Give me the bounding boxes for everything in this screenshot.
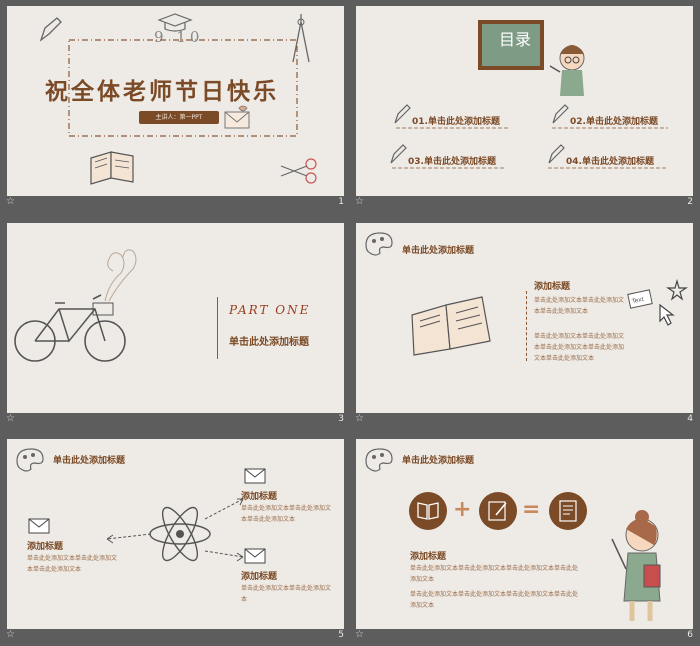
toc-item-1[interactable]: 01.单击此处添加标题 [412,117,500,127]
pencil-icon [39,17,62,42]
slide-3[interactable]: PART ONE 单击此处添加标题 [7,223,344,413]
part-label: PART ONE [229,303,311,317]
document-circle-icon [549,492,587,530]
divider-line [526,291,528,361]
body-text-2: 单击此处添加文本单击此处添加文本单击此处添加文本单击此处添加文本单击此处添加文本 [534,333,625,362]
equals-icon: = [522,497,541,522]
slide-number: 4 [687,414,693,424]
cursor-icon [659,303,675,326]
item-title: 添加标题 [410,552,447,562]
star-doodle-icon [666,279,688,301]
pencil-circle-icon [479,492,517,530]
bicycle-icon [14,249,137,362]
slide-header: 单击此处添加标题 [402,246,475,256]
right-item-1-text: 单击此处添加文本单击此处添加文本单击此处添加文本 [241,505,332,523]
dashed-arrows [106,498,244,562]
section-subtitle: 单击此处添加标题 [229,337,309,348]
envelope-icon [28,518,50,534]
slide-header: 单击此处添加标题 [53,456,126,466]
star-icon: ☆ [6,196,15,207]
open-book-icon [411,296,491,356]
star-icon: ☆ [355,196,364,207]
plus-icon: + [453,497,472,522]
item-title: 添加标题 [534,282,571,292]
sticky-note-icon [627,289,653,309]
palette-icon [16,448,44,472]
body-text-1: 单击此处添加文本单击此处添加文本单击此处添加文本 [534,297,625,315]
main-title: 祝全体老师节日快乐 [45,79,279,105]
pencil-icon [390,144,407,164]
palette-icon [365,448,393,472]
slide-1[interactable]: 9 10 祝全体老师节日快乐 主讲人：第一PPT [7,6,344,196]
divider-line [217,297,218,359]
star-icon: ☆ [6,629,15,640]
presenter-badge: 主讲人：第一PPT [139,111,219,124]
envelope-icon [244,548,266,564]
slide-number: 3 [338,414,344,424]
book-circle-icon [409,492,447,530]
toc-item-3[interactable]: 03.单击此处添加标题 [408,157,496,167]
pencil-icon [548,144,565,164]
slide-number: 1 [338,197,344,207]
pencil-icon [552,104,569,124]
slide-4[interactable]: 单击此处添加标题 添加标题 单击此处添加文本单击此处添加文本单击此处添加文本 单… [356,223,693,413]
numbers-doodle: 9 10 [154,28,204,46]
chalkboard-icon [478,20,544,70]
teacher-girl-icon [611,510,661,621]
slide-number: 2 [687,197,693,207]
toc-item-4[interactable]: 04.单击此处添加标题 [566,157,654,167]
body-text-2: 单击此处添加文本单击此处添加文本单击此处添加文本单击此处添加文本 [410,591,579,609]
left-item-title: 添加标题 [27,542,64,552]
slide-2[interactable]: 目录 01.单击此处添加标题 02.单击此处添加标题 03.单击此处添加标题 0… [356,6,693,196]
palette-icon [365,232,393,256]
teacher-icon [549,45,585,96]
book-icon [90,151,134,185]
graduation-cap-icon [157,13,193,32]
scissors-icon [280,158,317,184]
envelope-icon [224,105,250,129]
slide-number: 6 [687,630,693,640]
slide-6[interactable]: 单击此处添加标题 + = 添加标题 单击此处添加文本单击此处添加文本单击此处添加… [356,439,693,629]
slide-number: 5 [338,630,344,640]
star-icon: ☆ [6,413,15,424]
right-item-2-text: 单击此处添加文本单击此处添加文本 [241,585,332,603]
toc-title: 目录 [499,30,532,49]
toc-item-2[interactable]: 02.单击此处添加标题 [570,117,658,127]
pencil-icon [394,104,411,124]
left-item-text: 单击此处添加文本单击此处添加文本单击此处添加文本 [27,555,118,573]
dashed-underlines [392,127,668,169]
body-text-1: 单击此处添加文本单击此处添加文本单击此处添加文本单击此处添加文本 [410,565,579,583]
star-icon: ☆ [355,629,364,640]
atom-icon [149,506,211,562]
slide-5[interactable]: 单击此处添加标题 添加标题 单击此处添加文本单击此处添加文本单击此处添加文本 添… [7,439,344,629]
star-icon: ☆ [355,413,364,424]
slide-header: 单击此处添加标题 [402,456,475,466]
dashed-frame [68,39,298,137]
right-item-1-title: 添加标题 [241,492,278,502]
envelope-icon [244,468,266,484]
right-item-2-title: 添加标题 [241,572,278,582]
